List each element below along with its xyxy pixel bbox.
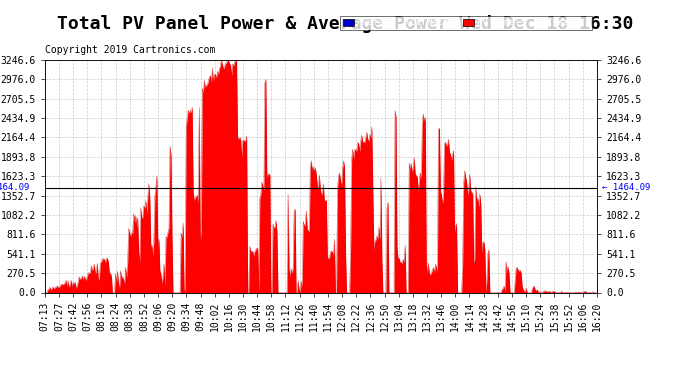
Text: ← 1464.09: ← 1464.09: [602, 183, 651, 192]
Legend: Average  (DC Watts), PV Panels  (DC Watts): Average (DC Watts), PV Panels (DC Watts): [340, 16, 592, 30]
Text: → 1464.09: → 1464.09: [0, 183, 30, 192]
Text: Total PV Panel Power & Average Power Wed Dec 18 16:30: Total PV Panel Power & Average Power Wed…: [57, 15, 633, 33]
Text: Copyright 2019 Cartronics.com: Copyright 2019 Cartronics.com: [45, 45, 215, 55]
